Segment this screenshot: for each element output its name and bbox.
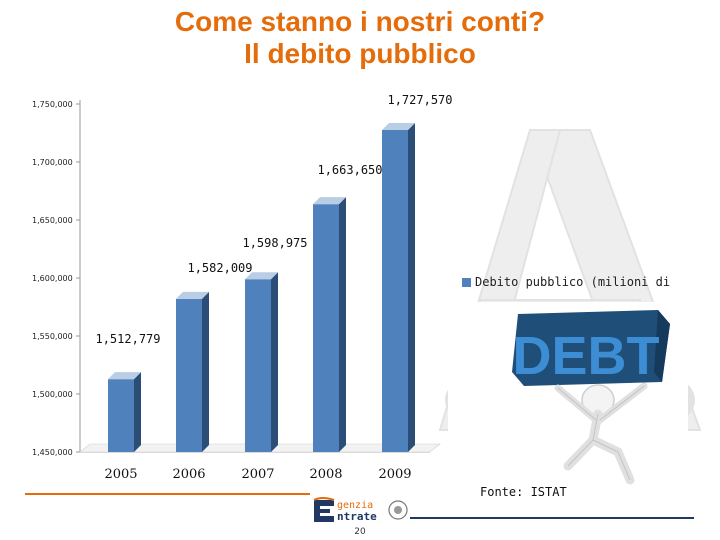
bar-side-2006: [202, 291, 209, 452]
bar-top-2008: [313, 197, 346, 205]
bar-top-2007: [245, 272, 278, 280]
x-tick-label: 2007: [241, 467, 274, 482]
data-label: 1,512,779: [95, 332, 160, 346]
data-label: 1,663,650: [317, 163, 382, 177]
bar-top-2009: [382, 123, 415, 131]
bar-2006: [176, 298, 202, 452]
chart-legend: Debito pubblico (milioni di: [462, 275, 670, 289]
bar-2008: [313, 204, 339, 452]
data-label: 1,598,975: [242, 236, 307, 250]
y-tick-label: 1,700,000: [32, 158, 73, 167]
debt-word: DEBT: [513, 326, 660, 386]
y-tick-label: 1,500,000: [32, 390, 73, 399]
bar-top-2006: [176, 291, 209, 299]
data-label: 1,582,009: [187, 261, 252, 275]
bar-2005: [108, 379, 134, 452]
data-label: 1,727,570: [387, 93, 452, 107]
bar-2009: [382, 130, 408, 452]
x-tick-label: 2005: [104, 467, 137, 482]
x-tick-label: 2006: [172, 467, 205, 482]
bar-side-2007: [271, 272, 278, 452]
y-tick-label: 1,750,000: [32, 100, 73, 109]
bar-top-2005: [108, 372, 141, 380]
page-number: 20: [354, 527, 366, 537]
legend-label: Debito pubblico (milioni di: [475, 275, 671, 289]
footer-divider-navy: [410, 517, 694, 519]
agenzia-entrate-logo: genzia ntrate: [313, 497, 408, 523]
y-tick-label: 1,450,000: [32, 448, 73, 457]
logo-text-agenzia: genzia: [337, 500, 373, 511]
y-tick-label: 1,650,000: [32, 216, 73, 225]
source-note: Fonte: ISTAT: [480, 485, 567, 499]
logo-text-entrate: ntrate: [337, 510, 377, 523]
bar-side-2005: [134, 372, 141, 452]
bar-2007: [245, 279, 271, 452]
slide-title-line1: Come stanno i nostri conti?: [174, 6, 546, 37]
y-tick-label: 1,600,000: [32, 274, 73, 283]
footer-divider-orange: [25, 493, 310, 495]
debt-figure-illustration: DEBT: [448, 302, 688, 487]
bar-side-2009: [408, 123, 415, 452]
legend-swatch: [462, 278, 471, 287]
x-tick-label: 2008: [309, 467, 342, 482]
x-tick-label: 2009: [378, 467, 411, 482]
bar-side-2008: [339, 197, 346, 452]
slide-title-line2: Il debito pubblico: [244, 38, 476, 69]
y-tick-label: 1,550,000: [32, 332, 73, 341]
